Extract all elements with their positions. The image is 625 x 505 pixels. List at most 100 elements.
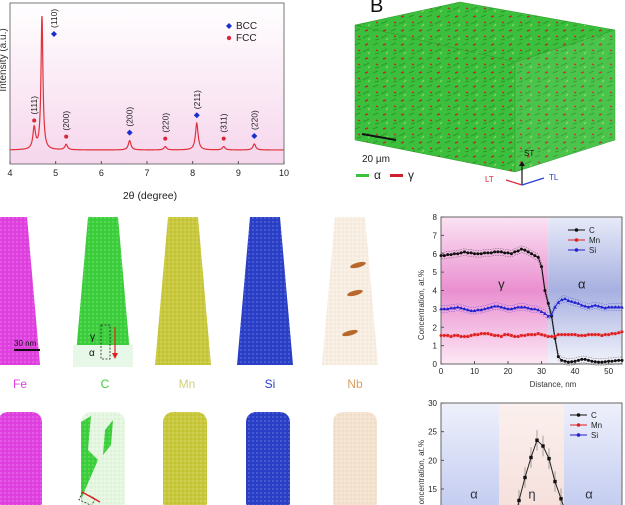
apt-tip2-texture — [333, 412, 377, 505]
data-point-si — [606, 305, 611, 309]
xrd-chart: 4 5 6 7 8 9 10 (111) (110) (200) (200) (220) (211) (… — [0, 2, 289, 202]
data-point-si — [459, 306, 463, 310]
data-point-c — [486, 251, 490, 255]
data-point-si — [445, 307, 450, 311]
data-point-mn — [473, 333, 477, 337]
data-point-c — [586, 358, 590, 362]
data-point-si — [509, 307, 514, 311]
data-point-si — [496, 304, 500, 308]
peak-label: (311) — [219, 113, 229, 132]
data-point-c — [466, 251, 470, 255]
data-point-si — [519, 305, 524, 309]
data-point-si — [449, 306, 453, 310]
data-point-si — [529, 307, 534, 311]
data-point-si — [610, 305, 614, 309]
data-point-si — [579, 303, 584, 307]
legend-marker-si — [576, 433, 581, 437]
xrd-plot-area — [9, 2, 285, 165]
data-point-mn — [523, 334, 527, 338]
data-point-mn — [556, 333, 560, 337]
legend-marker-si — [574, 248, 579, 252]
data-point-mn — [566, 333, 570, 337]
arrowhead-icon — [112, 353, 118, 359]
alpha-legend-swatch — [356, 174, 369, 177]
profile1-ytick-label: 0 — [433, 360, 438, 369]
data-point-si — [620, 305, 624, 309]
data-point-si — [573, 300, 577, 304]
data-point-si — [482, 307, 487, 311]
lt-label: LT — [485, 175, 494, 184]
data-point-mn — [442, 334, 446, 338]
tl-axis-arrow — [521, 177, 545, 186]
xrd-xtick-label: 8 — [190, 168, 195, 178]
data-point-c — [610, 359, 614, 363]
data-point-c — [523, 248, 527, 252]
data-point-si — [543, 311, 547, 315]
data-point-mn — [456, 334, 460, 338]
profile1-ytick-label: 6 — [433, 250, 438, 259]
data-point-si — [479, 307, 484, 312]
xrd-xtick-label: 10 — [279, 168, 289, 178]
data-point-c — [563, 359, 567, 363]
data-point-si — [616, 305, 621, 309]
legend-bcc: BCC — [236, 21, 257, 32]
data-point-c — [439, 254, 443, 258]
microstructure-3d: 20 µm α γ ST LT TL — [354, 1, 616, 186]
lt-axis-arrow — [505, 179, 523, 186]
region-label-alpha-left: α — [470, 487, 478, 502]
fcc-peak-marker — [163, 136, 168, 141]
data-point-c — [546, 301, 550, 305]
data-point-mn — [620, 330, 624, 334]
data-point-mn — [613, 332, 617, 336]
data-point-c — [462, 250, 466, 254]
data-point-c — [509, 252, 513, 256]
fcc-peak-marker — [221, 136, 226, 141]
profile1-ytick-label: 8 — [433, 213, 438, 222]
data-point-si — [499, 305, 504, 309]
data-point-c — [590, 359, 594, 363]
data-point-c — [540, 265, 544, 269]
data-point-mn — [462, 334, 466, 338]
legend-marker-c — [574, 228, 579, 232]
bcc-peak-marker — [193, 112, 200, 119]
apt-tip-texture — [322, 217, 378, 365]
data-point-mn — [476, 333, 480, 337]
data-point-c — [459, 251, 463, 255]
data-point-si — [466, 307, 470, 312]
gamma-legend-label: γ — [408, 168, 414, 182]
apt-tip-texture — [155, 217, 211, 365]
apt-tip2-texture — [81, 412, 125, 505]
bcc-marker-icon — [226, 23, 232, 29]
data-point-c — [446, 253, 450, 257]
alpha-region-depleted — [73, 345, 133, 367]
data-point-mn — [466, 334, 470, 338]
nb-precipitate — [347, 289, 363, 297]
data-point-c — [566, 360, 570, 364]
peak-label: (110) — [49, 9, 59, 28]
data-point-si — [472, 308, 477, 313]
scale-bar-label: 20 µm — [362, 154, 390, 165]
analysis-box — [100, 324, 111, 360]
data-point-si — [486, 306, 490, 310]
data-point-c — [529, 455, 533, 460]
data-point-mn — [526, 333, 530, 337]
alpha-region-bg — [548, 217, 622, 364]
data-point-si — [593, 303, 597, 307]
data-point-mn — [573, 333, 577, 337]
xrd-xlabel: 2θ (degree) — [123, 190, 177, 202]
xrd-pattern-line — [9, 15, 284, 151]
data-point-mn — [603, 333, 607, 337]
profile-direction-arrow-2 — [81, 491, 101, 503]
data-point-mn — [452, 334, 456, 338]
profile1-xlabel-text: Distance, nm — [529, 380, 577, 389]
legend-marker-mn — [576, 423, 581, 427]
data-point-c — [506, 251, 510, 255]
data-point-c — [576, 358, 580, 362]
data-point-si — [533, 307, 537, 311]
data-point-si — [522, 305, 527, 309]
data-point-c — [519, 247, 523, 251]
data-point-si — [566, 298, 571, 303]
profile1-xtick-label: 20 — [504, 367, 513, 375]
data-point-c — [516, 249, 520, 253]
